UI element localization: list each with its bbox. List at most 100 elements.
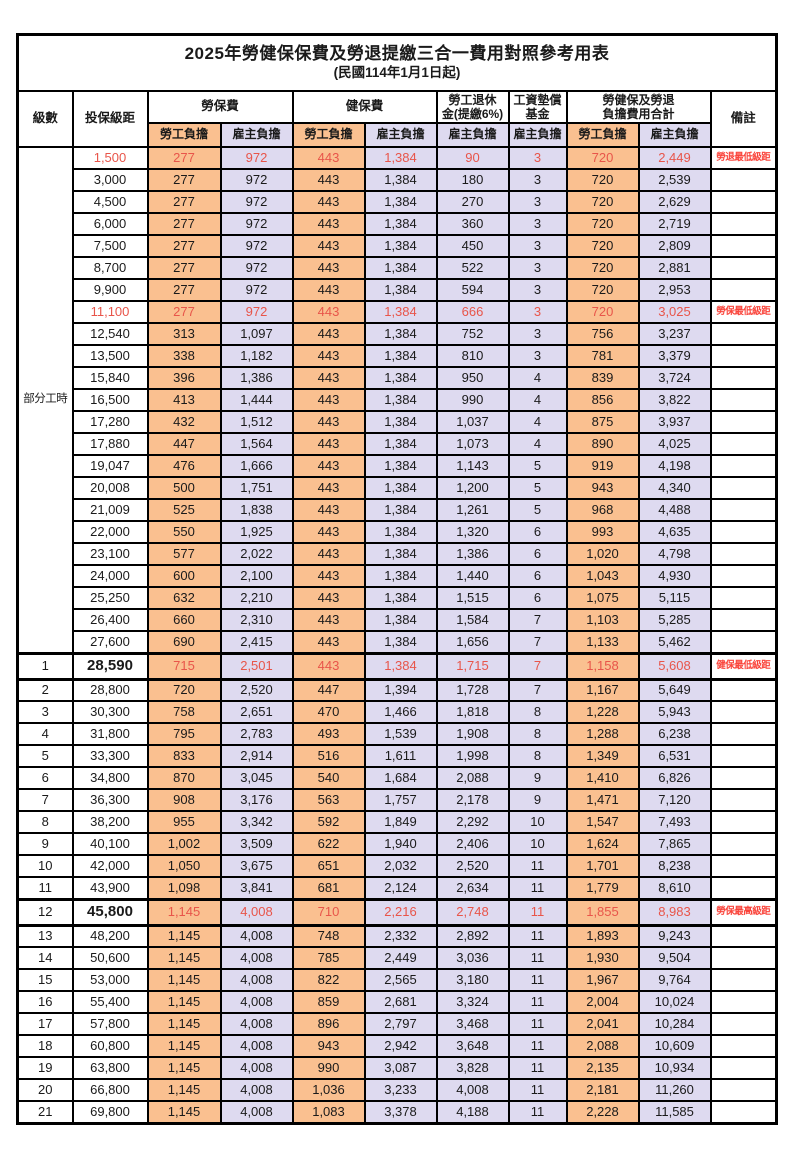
fee-cell: 5,462 bbox=[637, 630, 712, 654]
fee-cell: 3,180 bbox=[435, 968, 510, 992]
fee-table: 2025年勞健保保費及勞退提繳三合一費用對照參考用表 (民國114年1月1日起)… bbox=[16, 33, 779, 1125]
remark-cell bbox=[709, 744, 778, 768]
fee-cell: 720 bbox=[565, 278, 640, 302]
fee-cell: 715 bbox=[146, 651, 222, 681]
remark-cell bbox=[709, 766, 778, 790]
fee-cell: 4,008 bbox=[219, 946, 294, 970]
fee-cell: 493 bbox=[291, 722, 366, 746]
fee-cell: 993 bbox=[565, 520, 640, 544]
fee-cell: 443 bbox=[291, 322, 366, 346]
table-row: 24,000 600 2,100 443 1,384 1,440 6 1,043 4,930 bbox=[18, 564, 778, 588]
bracket-cell: 23,100 bbox=[71, 542, 149, 566]
fee-cell: 8 bbox=[507, 722, 568, 746]
remark-cell bbox=[709, 810, 778, 834]
table-row: 8 38,200 955 3,342 592 1,849 2,292 10 1,547 7,493 bbox=[16, 810, 778, 834]
level-cell: 6 bbox=[16, 766, 74, 790]
bracket-cell: 28,800 bbox=[71, 678, 149, 702]
fee-cell: 7,120 bbox=[637, 788, 712, 812]
fee-cell: 8,238 bbox=[637, 854, 712, 878]
fee-cell: 443 bbox=[291, 168, 366, 192]
remark-cell bbox=[709, 498, 778, 522]
fee-cell: 896 bbox=[291, 1012, 366, 1036]
fee-cell: 2,748 bbox=[435, 897, 510, 927]
fee-cell: 856 bbox=[565, 388, 640, 412]
fee-cell: 11 bbox=[507, 946, 568, 970]
fee-cell: 1,182 bbox=[219, 344, 294, 368]
bracket-cell: 12,540 bbox=[71, 322, 149, 346]
fee-cell: 5 bbox=[507, 498, 568, 522]
fee-cell: 1,611 bbox=[363, 744, 438, 768]
bracket-cell: 15,840 bbox=[71, 366, 149, 390]
level-cell: 14 bbox=[16, 946, 74, 970]
header-bracket: 投保級距 bbox=[71, 90, 149, 148]
fee-cell: 600 bbox=[146, 564, 222, 588]
bracket-cell: 1,500 bbox=[71, 146, 149, 170]
fee-cell: 2,332 bbox=[363, 924, 438, 948]
fee-cell: 2,310 bbox=[219, 608, 294, 632]
remark-cell bbox=[709, 924, 778, 948]
fee-cell: 651 bbox=[291, 854, 366, 878]
fee-cell: 2,088 bbox=[565, 1034, 640, 1058]
fee-cell: 4,798 bbox=[637, 542, 712, 566]
fee-cell: 622 bbox=[291, 832, 366, 856]
table-row: 4,500 277 972 443 1,384 270 3 720 2,629 bbox=[18, 190, 778, 214]
table-row: 1 28,590 715 2,501 443 1,384 1,715 7 1,158 5,608 健… bbox=[16, 651, 778, 681]
table-row: 16 55,400 1,145 4,008 859 2,681 3,324 11 2,004 10… bbox=[16, 990, 778, 1014]
bracket-cell: 9,900 bbox=[71, 278, 149, 302]
fee-cell: 748 bbox=[291, 924, 366, 948]
fee-cell: 972 bbox=[219, 278, 294, 302]
fee-cell: 3,379 bbox=[637, 344, 712, 368]
fee-cell: 277 bbox=[146, 168, 222, 192]
fee-cell: 4,008 bbox=[219, 897, 294, 927]
fee-cell: 4,008 bbox=[219, 968, 294, 992]
fee-cell: 443 bbox=[291, 410, 366, 434]
fee-cell: 955 bbox=[146, 810, 222, 834]
subheader-labor-worker: 勞工負擔 bbox=[146, 122, 222, 148]
remark-cell: 勞保最低級距 bbox=[709, 300, 778, 324]
fee-cell: 4,025 bbox=[637, 432, 712, 456]
fee-cell: 2,022 bbox=[219, 542, 294, 566]
level-cell: 10 bbox=[16, 854, 74, 878]
table-row: 13 48,200 1,145 4,008 748 2,332 2,892 11 1,893 9,… bbox=[16, 924, 778, 948]
fee-cell: 2,942 bbox=[363, 1034, 438, 1058]
fee-cell: 1,779 bbox=[565, 876, 640, 900]
remark-cell bbox=[709, 278, 778, 302]
remark-cell bbox=[709, 1012, 778, 1036]
fee-cell: 5 bbox=[507, 476, 568, 500]
fee-cell: 6 bbox=[507, 564, 568, 588]
remark-cell bbox=[709, 520, 778, 544]
fee-cell: 720 bbox=[565, 168, 640, 192]
header-labor-fee: 勞保費 bbox=[146, 90, 294, 124]
fee-cell: 1,998 bbox=[435, 744, 510, 768]
fee-cell: 432 bbox=[146, 410, 222, 434]
fee-cell: 1,384 bbox=[363, 651, 438, 681]
fee-cell: 3,675 bbox=[219, 854, 294, 878]
bracket-cell: 27,600 bbox=[71, 630, 149, 654]
fee-cell: 2,681 bbox=[363, 990, 438, 1014]
fee-cell: 1,384 bbox=[363, 322, 438, 346]
fee-cell: 2,406 bbox=[435, 832, 510, 856]
fee-cell: 443 bbox=[291, 256, 366, 280]
fee-cell: 1,075 bbox=[565, 586, 640, 610]
bracket-cell: 6,000 bbox=[71, 212, 149, 236]
fee-cell: 470 bbox=[291, 700, 366, 724]
table-row: 22,000 550 1,925 443 1,384 1,320 6 993 4,635 bbox=[18, 520, 778, 544]
remark-cell bbox=[709, 1078, 778, 1102]
fee-cell: 4 bbox=[507, 432, 568, 456]
header-pension: 勞工退休 金(提繳6%) bbox=[435, 90, 510, 124]
fee-cell: 3,937 bbox=[637, 410, 712, 434]
fee-cell: 9,504 bbox=[637, 946, 712, 970]
fee-cell: 990 bbox=[435, 388, 510, 412]
fee-cell: 972 bbox=[219, 300, 294, 324]
table-title-block: 2025年勞健保保費及勞退提繳三合一費用對照參考用表 (民國114年1月1日起) bbox=[16, 33, 778, 92]
fee-cell: 313 bbox=[146, 322, 222, 346]
remark-cell bbox=[709, 876, 778, 900]
bracket-cell: 11,100 bbox=[71, 300, 149, 324]
fee-cell: 4,635 bbox=[637, 520, 712, 544]
remark-cell bbox=[709, 678, 778, 702]
fee-cell: 3,025 bbox=[637, 300, 712, 324]
fee-cell: 3,087 bbox=[363, 1056, 438, 1080]
fee-cell: 1,384 bbox=[363, 388, 438, 412]
fee-cell: 2,124 bbox=[363, 876, 438, 900]
bracket-cell: 19,047 bbox=[71, 454, 149, 478]
